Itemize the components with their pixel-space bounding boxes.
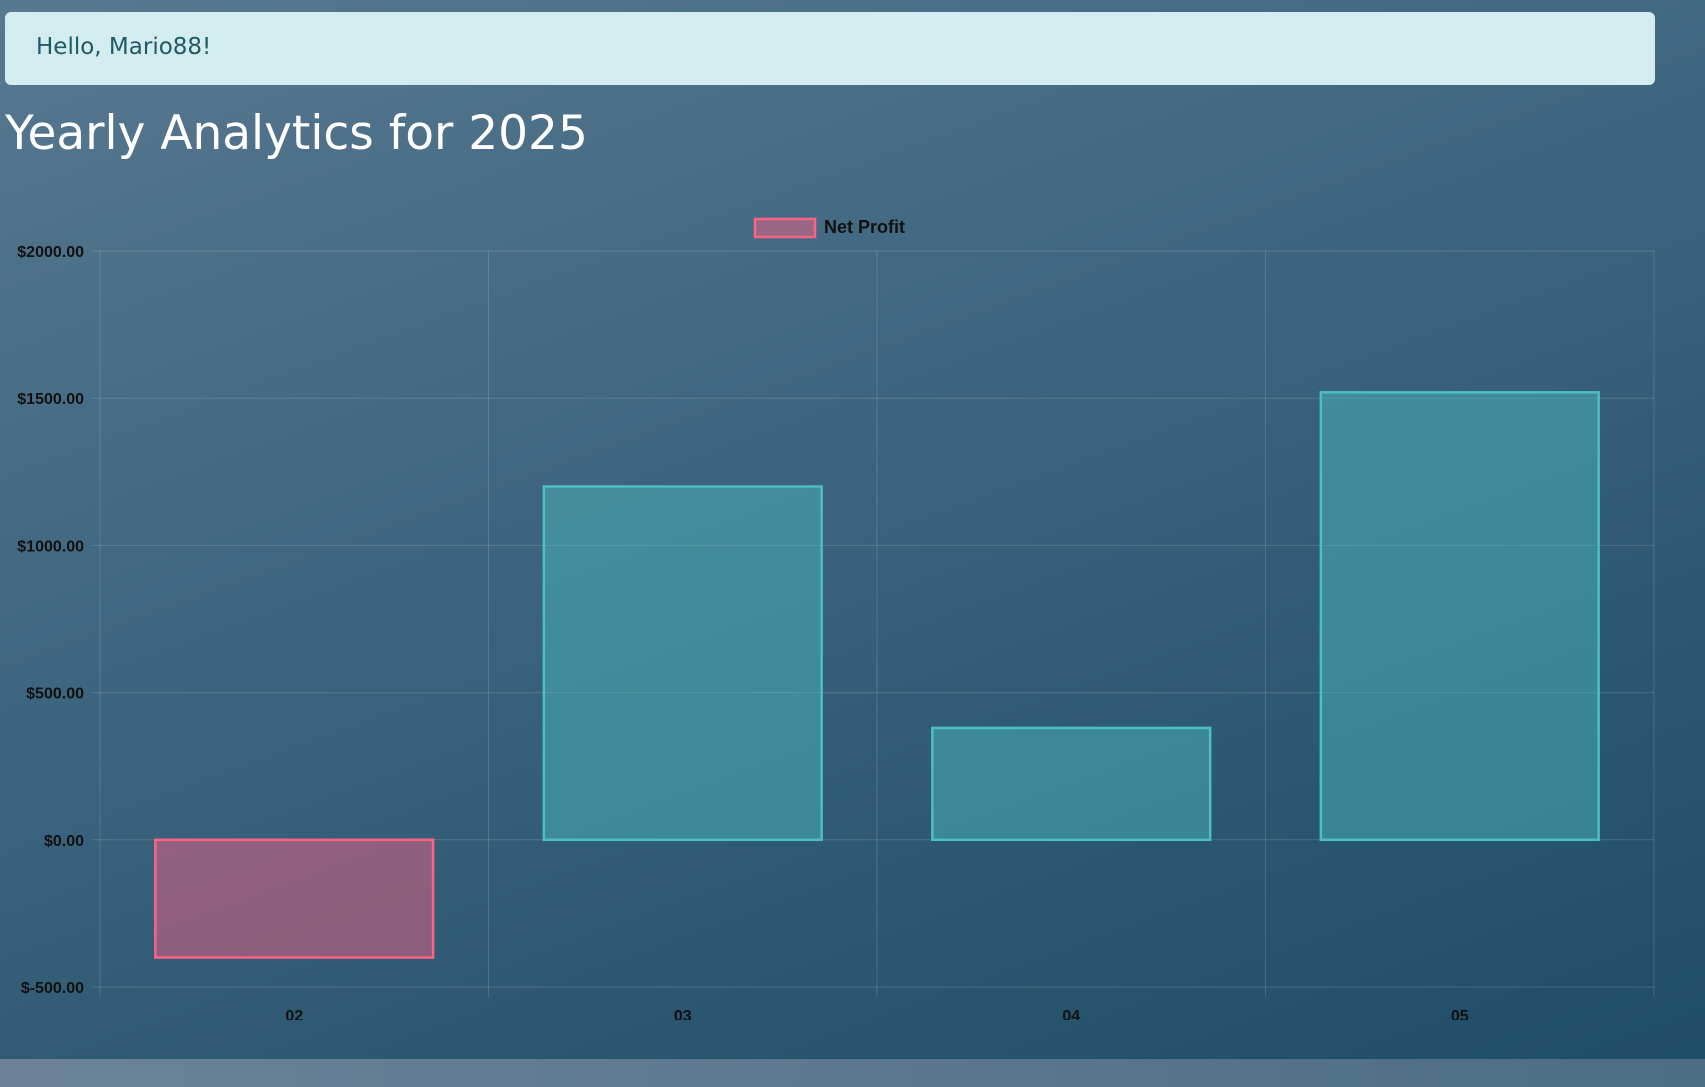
y-tick-label: $-500.00 bbox=[21, 980, 84, 997]
y-tick-label: $2000.00 bbox=[17, 244, 84, 261]
x-tick-label: 05 bbox=[1451, 1008, 1469, 1020]
bar-02 bbox=[154, 838, 435, 959]
greeting-banner: Hello, Mario88! bbox=[5, 12, 1655, 85]
x-tick-label: 02 bbox=[285, 1008, 303, 1020]
page-title: Yearly Analytics for 2025 bbox=[5, 106, 588, 161]
bar-05 bbox=[1319, 391, 1600, 842]
y-tick-label: $0.00 bbox=[44, 833, 84, 850]
greeting-text: Hello, Mario88! bbox=[36, 34, 212, 60]
bar-04 bbox=[931, 726, 1212, 842]
legend-label: Net Profit bbox=[824, 217, 905, 237]
y-tick-label: $1000.00 bbox=[17, 538, 84, 555]
x-tick-label: 04 bbox=[1062, 1008, 1080, 1020]
y-tick-label: $1500.00 bbox=[17, 391, 84, 408]
horizontal-scrollbar[interactable] bbox=[0, 1059, 1705, 1087]
net-profit-bar-chart: $2000.00 $1500.00 $1000.00 $500.00 $0.00 $-50… bbox=[17, 217, 1655, 1020]
bar-03 bbox=[542, 485, 823, 842]
y-tick-label: $500.00 bbox=[26, 686, 84, 703]
legend-swatch bbox=[753, 217, 817, 239]
x-tick-label: 03 bbox=[674, 1008, 692, 1020]
